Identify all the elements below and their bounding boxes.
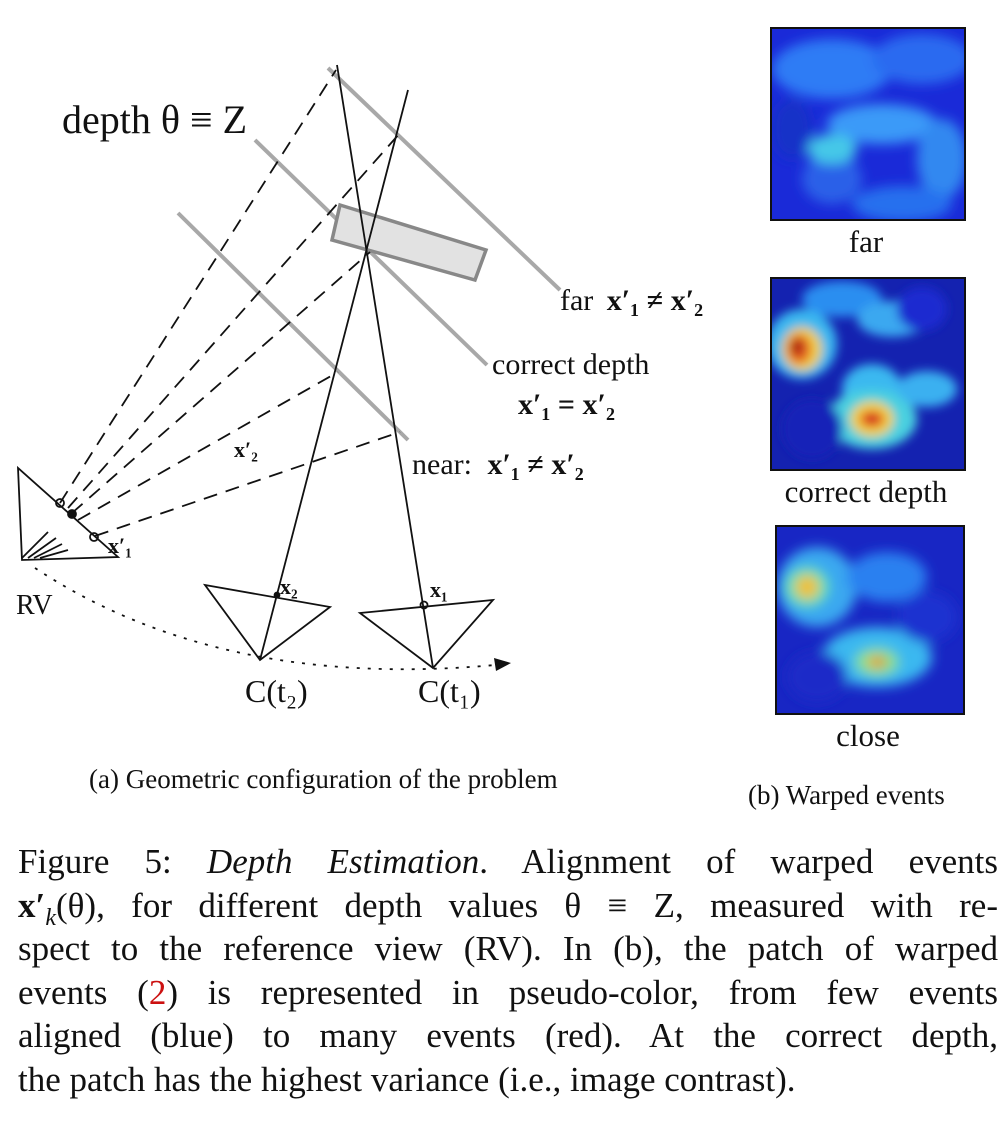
rv-label: RV bbox=[16, 590, 53, 621]
correct-depth-label: correct depth bbox=[492, 348, 649, 381]
camera-c-t2 bbox=[202, 583, 333, 662]
patch-far-label: far bbox=[848, 224, 884, 259]
rv-ray-correct-2 bbox=[77, 371, 339, 521]
cam2-frustum bbox=[202, 583, 333, 662]
rv-ray-far-2 bbox=[67, 132, 401, 509]
caption-line-1: Figure 5: Depth Estimation. Alignment of… bbox=[18, 842, 998, 881]
x1-label: x₁ bbox=[430, 577, 448, 602]
x2-label: x₂ bbox=[280, 574, 298, 599]
reference-view-camera bbox=[17, 465, 121, 561]
camera-rays bbox=[259, 64, 434, 669]
ray-cam1 bbox=[336, 64, 434, 669]
camera-c-t1 bbox=[357, 598, 496, 670]
patch-far bbox=[770, 27, 966, 221]
cam1-label: C(t₁) bbox=[418, 673, 481, 709]
patch-correct-depth bbox=[770, 277, 966, 471]
rv-hatch bbox=[33, 543, 63, 559]
x2-prime-label: x′₂ bbox=[234, 437, 258, 462]
rv-ray-near bbox=[94, 431, 401, 537]
patch-close bbox=[775, 525, 965, 715]
subcaption-b: (b) Warped events bbox=[748, 780, 945, 810]
patch-correct-depth-label: correct depth bbox=[784, 474, 948, 509]
x1-prime-label: x′₁ bbox=[108, 533, 132, 558]
correct-depth-math: x′₁ = x′₂ bbox=[518, 388, 615, 421]
rv-point bbox=[89, 532, 99, 542]
rv-point bbox=[55, 498, 65, 508]
trajectory-arrowhead bbox=[494, 658, 511, 671]
ray-cam2 bbox=[259, 89, 409, 661]
geometry-diagram: depth θ ≡ Z far x′₁ ≠ x′₂ correct depth … bbox=[16, 64, 703, 709]
cam1-point bbox=[419, 600, 429, 610]
near-plane-line bbox=[176, 211, 410, 442]
caption-line-2: x′k(θ), for different depth values θ ≡ Z… bbox=[18, 885, 998, 931]
scene-object-box bbox=[329, 202, 489, 283]
subcaption-a: (a) Geometric configuration of the probl… bbox=[89, 764, 558, 794]
caption-line-5: aligned (blue) to many events (red). At … bbox=[18, 1016, 998, 1055]
rv-hatch bbox=[39, 549, 69, 559]
equation-ref-link[interactable]: 2 bbox=[148, 972, 167, 1012]
depth-label: depth θ ≡ Z bbox=[62, 97, 247, 142]
patch-close-label: close bbox=[836, 718, 900, 753]
rv-point bbox=[67, 509, 77, 519]
cam1-frustum bbox=[357, 598, 496, 670]
far-label: far x′₁ ≠ x′₂ bbox=[560, 284, 703, 317]
cam2-label: C(t₂) bbox=[245, 673, 308, 709]
rv-hatch bbox=[21, 531, 49, 559]
rv-dashed-rays bbox=[59, 69, 401, 537]
caption-line-6: the patch has the highest variance (i.e.… bbox=[18, 1059, 796, 1099]
rv-ray-correct bbox=[71, 251, 371, 514]
near-label: near: x′₁ ≠ x′₂ bbox=[412, 448, 584, 481]
caption-line-4: events (2) is represented in pseudo-colo… bbox=[18, 972, 998, 1012]
rv-ray-far-1 bbox=[59, 69, 337, 504]
caption-line-3: spect to the reference view (RV). In (b)… bbox=[18, 929, 998, 968]
far-plane-line bbox=[326, 66, 562, 292]
cam2-point bbox=[273, 591, 281, 599]
rv-hatch bbox=[27, 537, 57, 559]
figure-caption: Figure 5: Depth Estimation. Alignment of… bbox=[18, 840, 998, 1101]
